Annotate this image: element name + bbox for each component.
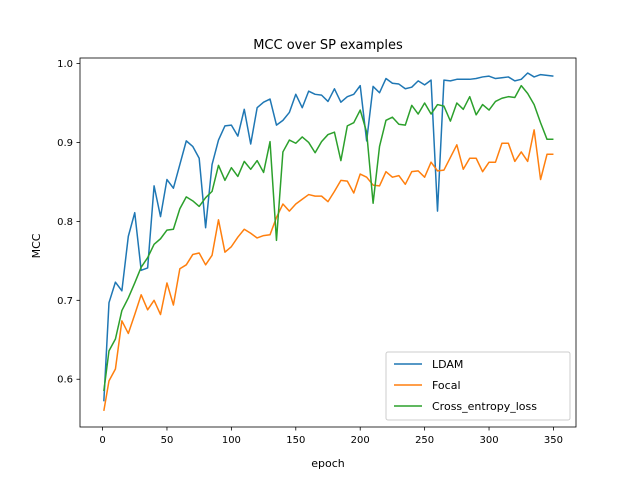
plot-frame (79, 57, 577, 428)
x-tick-label: 350 (544, 435, 563, 446)
legend-box (385, 351, 571, 421)
plot-area (79, 57, 577, 428)
series-line-2 (103, 129, 554, 411)
series-layer (103, 72, 554, 411)
legend-label: LDAM (432, 358, 463, 371)
y-tick-label: 0.6 (57, 375, 73, 386)
legend-label: Cross_entropy_loss (432, 400, 537, 413)
series-line-1 (103, 72, 554, 402)
y-tick-label: 0.9 (57, 138, 73, 149)
y-axis: 0.6 0.7 0.8 0.9 1.0 (57, 59, 80, 386)
x-tick-label: 100 (222, 435, 241, 446)
legend: LDAM Focal Cross_entropy_loss (385, 351, 571, 421)
x-axis-title: epoch (311, 457, 345, 470)
x-tick-label: 50 (161, 435, 174, 446)
x-tick-label: 0 (99, 435, 105, 446)
x-tick-label: 300 (479, 435, 498, 446)
series-line-3 (103, 84, 554, 392)
legend-label: Focal (432, 379, 461, 392)
x-axis: 0 50 100 150 200 250 300 350 (99, 427, 563, 446)
y-axis-title: MCC (30, 233, 43, 258)
y-tick-label: 1.0 (57, 59, 73, 70)
x-tick-label: 250 (415, 435, 434, 446)
x-tick-label: 200 (351, 435, 370, 446)
y-tick-label: 0.7 (57, 296, 73, 307)
chart-title: MCC over SP examples (253, 38, 403, 53)
x-tick-label: 150 (286, 435, 305, 446)
y-tick-label: 0.8 (57, 217, 73, 228)
